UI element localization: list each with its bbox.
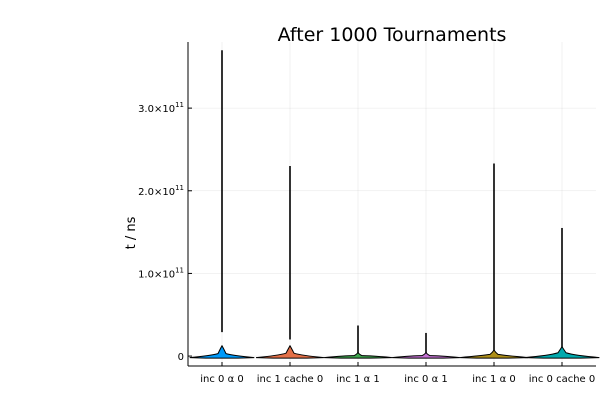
x-tick-label: inc 1 α 1 (336, 374, 379, 385)
chart-title: After 1000 Tournaments (278, 24, 507, 46)
violin-4 (391, 332, 461, 359)
x-tick-label: inc 0 α 1 (404, 374, 447, 385)
y-axis-label: t / ns (124, 216, 139, 249)
x-tick-label: inc 0 cache 0 (529, 374, 596, 385)
violin-body (391, 351, 461, 359)
y-tick-label: 0 (178, 352, 184, 363)
tick-labels: 0 1.0×1011 2.0×1011 3.0×1011 inc 0 α 0 inc 1 … (138, 101, 595, 385)
axes (187, 42, 596, 367)
violin-6 (524, 227, 600, 359)
violin-1 (189, 50, 255, 359)
violin-3 (323, 325, 393, 359)
grid-lines (188, 42, 596, 366)
y-tick-label: 3.0×1011 (138, 101, 184, 115)
violin-body (189, 344, 255, 359)
violin-5 (459, 163, 529, 359)
violin-2 (255, 165, 325, 359)
violins (189, 50, 600, 359)
y-tick-label: 1.0×1011 (138, 266, 184, 280)
violin-body (459, 348, 529, 359)
violin-body (524, 345, 600, 359)
violin-body (323, 351, 393, 359)
x-tick-label: inc 0 α 0 (200, 374, 243, 385)
x-tick-label: inc 1 α 0 (472, 374, 515, 385)
x-tick-label: inc 1 cache 0 (257, 374, 324, 385)
y-tick-label: 2.0×1011 (138, 184, 184, 198)
violin-body (255, 344, 325, 359)
